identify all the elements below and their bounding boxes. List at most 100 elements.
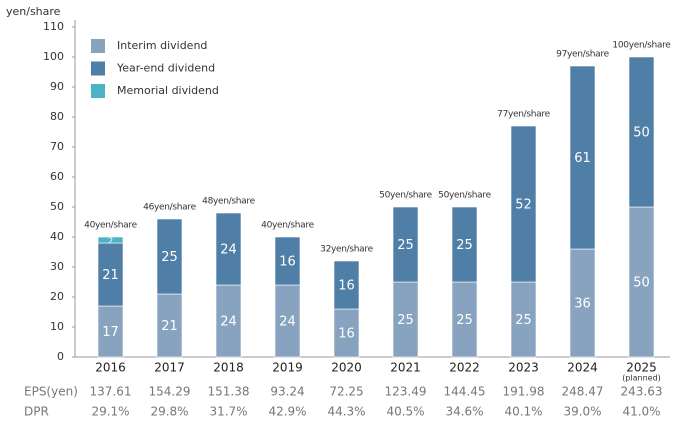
y-tick-label: 80 — [50, 110, 64, 123]
x-tick-label: 2024 — [567, 361, 598, 375]
table-cell: 42.9% — [268, 405, 306, 419]
bar-segment — [451, 206, 478, 283]
value-label: 50 — [633, 276, 650, 291]
x-tick-label: 2018 — [213, 361, 244, 375]
bar-segment — [569, 65, 596, 250]
table-cell: 34.6% — [445, 405, 483, 419]
total-label: 50yen/share — [379, 191, 432, 201]
table-cell: 40.5% — [386, 405, 424, 419]
row-label: DPR — [24, 405, 49, 419]
value-label: 24 — [220, 243, 237, 258]
y-tick-label: 10 — [50, 320, 64, 333]
table-cell: 144.45 — [444, 385, 486, 399]
legend-swatch — [91, 61, 105, 76]
table-cell: 40.1% — [504, 405, 542, 419]
bar-segment — [274, 236, 301, 286]
bar-segment — [97, 242, 124, 307]
bar-segment — [215, 284, 242, 358]
total-label: 48yen/share — [202, 197, 255, 207]
total-label: 100yen/share — [612, 41, 671, 51]
value-label: 21 — [102, 268, 119, 283]
value-label: 25 — [515, 313, 532, 328]
table-cell: 191.98 — [503, 385, 545, 399]
value-label: 61 — [574, 151, 591, 166]
total-label: 32yen/share — [320, 245, 373, 255]
y-tick-label: 110 — [43, 20, 64, 33]
legend-swatch — [91, 39, 105, 53]
x-tick-label: 2023 — [508, 361, 539, 375]
value-label: 16 — [338, 327, 355, 342]
value-label: 52 — [515, 198, 532, 213]
y-tick-label: 90 — [50, 80, 64, 93]
bar-segment — [156, 218, 183, 295]
table-cell: 41.0% — [622, 405, 660, 419]
table-cell: 29.1% — [91, 405, 129, 419]
value-label: 2 — [108, 237, 113, 246]
x-tick-label: 2020 — [331, 361, 362, 375]
row-label: EPS(yen) — [24, 385, 78, 399]
x-tick-label: 2019 — [272, 361, 303, 375]
table-cell: 154.29 — [149, 385, 191, 399]
y-tick-label: 50 — [50, 200, 64, 213]
bar-segment — [333, 308, 360, 358]
bar-segment — [510, 125, 537, 283]
y-tick-label: 0 — [57, 350, 64, 363]
total-label: 77yen/share — [497, 110, 550, 120]
table-cell: 29.8% — [150, 405, 188, 419]
legend-label: Memorial dividend — [117, 84, 219, 97]
value-label: 16 — [338, 279, 355, 294]
bar-segment — [97, 236, 124, 244]
x-tick-label: 2016 — [95, 361, 126, 375]
table-cell: 44.3% — [327, 405, 365, 419]
bar-segment — [97, 305, 124, 358]
value-label: 21 — [161, 319, 178, 334]
bar-segment — [569, 248, 596, 358]
y-tick-label: 60 — [50, 170, 64, 183]
x-tick-label: 2025 — [626, 361, 657, 375]
table-cell: 137.61 — [90, 385, 132, 399]
category-note: (planned) — [622, 374, 661, 383]
value-label: 50 — [633, 126, 650, 141]
bar-segment — [156, 293, 183, 358]
bar-segment — [274, 284, 301, 358]
table-cell: 248.47 — [562, 385, 604, 399]
total-label: 50yen/share — [438, 191, 491, 201]
value-label: 25 — [397, 238, 414, 253]
total-label: 40yen/share — [261, 221, 314, 231]
x-tick-label: 2021 — [390, 361, 421, 375]
value-label: 25 — [456, 238, 473, 253]
bar-segment — [628, 206, 655, 358]
bar-segment — [333, 260, 360, 310]
x-tick-label: 2022 — [449, 361, 480, 375]
legend-label: Interim dividend — [117, 39, 207, 52]
table-cell: 243.63 — [621, 385, 663, 399]
value-label: 25 — [397, 313, 414, 328]
bar-segment — [451, 281, 478, 358]
bar-segment — [392, 281, 419, 358]
table-cell: 72.25 — [329, 385, 363, 399]
y-tick-label: 100 — [43, 50, 64, 63]
table-cell: 93.24 — [270, 385, 304, 399]
table-cell: 151.38 — [208, 385, 250, 399]
total-label: 40yen/share — [84, 221, 137, 231]
table-cell: 31.7% — [209, 405, 247, 419]
bar-segment — [628, 56, 655, 208]
value-label: 17 — [102, 325, 119, 340]
y-tick-label: 70 — [50, 140, 64, 153]
total-label: 97yen/share — [556, 50, 609, 60]
bar-segment — [215, 212, 242, 286]
value-label: 36 — [574, 297, 591, 312]
x-tick-label: 2017 — [154, 361, 185, 375]
legend-label: Year-end dividend — [116, 62, 215, 75]
y-tick-label: 30 — [50, 260, 64, 273]
value-label: 24 — [279, 315, 296, 330]
y-tick-label: 40 — [50, 230, 64, 243]
table-cell: 39.0% — [563, 405, 601, 419]
value-label: 24 — [220, 315, 237, 330]
legend-swatch — [91, 84, 105, 98]
value-label: 16 — [279, 255, 296, 270]
total-label: 46yen/share — [143, 203, 196, 213]
bar-segment — [510, 281, 537, 358]
table-cell: 123.49 — [385, 385, 427, 399]
